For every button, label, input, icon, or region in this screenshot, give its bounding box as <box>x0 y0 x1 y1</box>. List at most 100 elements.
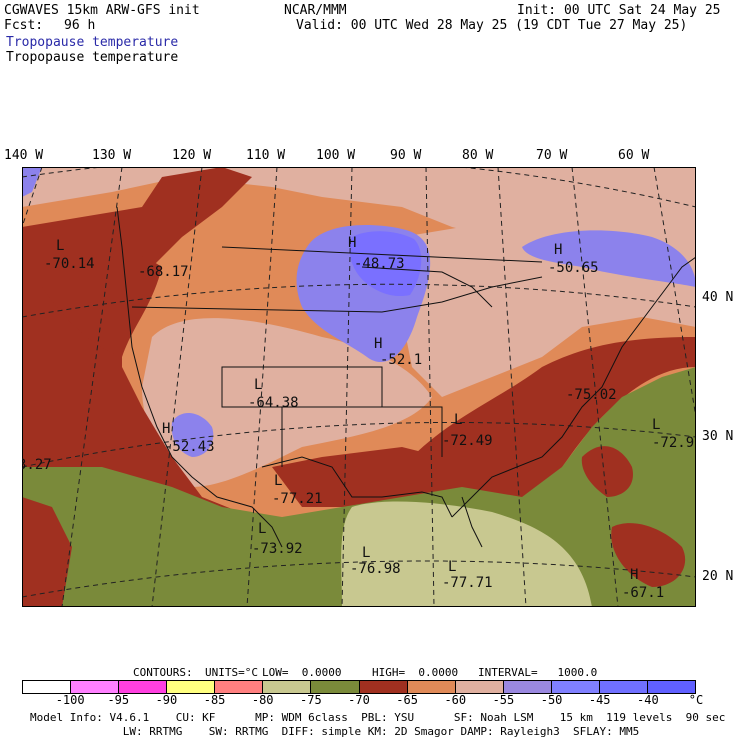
fill-red-pacnw <box>42 246 162 357</box>
map-value: -77.21 <box>272 491 323 507</box>
map-value: -67.1 <box>622 585 664 601</box>
legend-swatch <box>215 681 264 693</box>
legend-tick-label: -65 <box>396 693 418 707</box>
fill-red-gulf-coast <box>272 447 442 507</box>
lon-label-140w: 140 W <box>4 148 44 163</box>
lat-label-20n: 20 N <box>702 569 734 584</box>
lon-label-120w: 120 W <box>172 148 212 163</box>
legend-swatch <box>503 681 552 693</box>
legend-tick-label: -85 <box>203 693 226 707</box>
legend-tick-label: -75 <box>300 693 322 707</box>
map-value: 3.27 <box>22 457 52 473</box>
fill-red-pacific <box>22 497 72 607</box>
map-letter: L <box>454 412 462 428</box>
init-time: Init: 00 UTC Sat 24 May 25 <box>517 3 721 18</box>
map-letter: H <box>162 421 170 437</box>
map-letter: L <box>362 545 370 561</box>
lon-label-130w: 130 W <box>92 148 132 163</box>
legend-tick-label: °C <box>688 693 704 707</box>
map-value: -77.71 <box>442 575 493 591</box>
legend-tick-label: -80 <box>251 693 274 707</box>
fill-tan-gulf <box>341 501 592 607</box>
legend-swatch <box>71 681 120 693</box>
fill-purple-southwest <box>171 412 214 457</box>
lon-label-110w: 110 W <box>246 148 286 163</box>
color-legend <box>22 680 696 694</box>
map-letter: L <box>448 559 456 575</box>
legend-tick-label: -40 <box>637 693 659 707</box>
map-value: -52.1 <box>380 352 422 368</box>
map-letter: L <box>652 417 660 433</box>
legend-swatch <box>648 681 696 693</box>
map-letter: H <box>554 242 562 258</box>
map-value: -70.14 <box>44 256 95 272</box>
tropopause-temperature-map: L -70.14 -68.17 H -48.73 H -50.65 H -52.… <box>22 167 696 607</box>
lon-label-60w: 60 W <box>618 148 650 163</box>
field-title-blue: Tropopause temperature <box>6 35 179 50</box>
legend-tick-label: -90 <box>155 693 178 707</box>
legend-swatch <box>119 681 168 693</box>
legend-tick-label: -45 <box>588 693 611 707</box>
map-value: -73.92 <box>252 541 303 557</box>
fill-red-atlantic-1 <box>581 446 633 497</box>
legend-tick-label: -55 <box>492 693 515 707</box>
fill-pink-southwest <box>142 318 432 487</box>
map-value: -64.38 <box>248 395 299 411</box>
field-title: Tropopause temperature <box>6 50 179 65</box>
contours-high: HIGH= 0.0000 <box>372 666 459 679</box>
contours-label: CONTOURS: <box>133 666 193 679</box>
map-letter: H <box>374 336 382 352</box>
map-value: -48.73 <box>354 256 405 272</box>
map-value: -52.43 <box>164 439 215 455</box>
map-letter: L <box>258 521 266 537</box>
forecast-label: Fcst: <box>4 18 44 33</box>
map-letter: L <box>274 473 282 489</box>
legend-swatch <box>455 681 504 693</box>
map-value: -72.9 <box>652 435 694 451</box>
legend-swatch <box>551 681 600 693</box>
legend-swatch <box>311 681 360 693</box>
map-letter: L <box>254 377 262 393</box>
lon-label-90w: 90 W <box>390 148 422 163</box>
legend-swatch <box>359 681 408 693</box>
valid-time: Valid: 00 UTC Wed 28 May 25 (19 CDT Tue … <box>296 18 688 33</box>
lat-label-40n: 40 N <box>702 290 734 305</box>
map-letter: H <box>348 235 356 251</box>
legend-swatch <box>263 681 312 693</box>
legend-swatch <box>599 681 649 693</box>
coastlines <box>116 206 696 548</box>
fill-purple-northeast <box>522 230 696 287</box>
map-value: -50.65 <box>548 260 599 276</box>
map-frame <box>22 167 696 607</box>
legend-tick-label: -95 <box>107 693 130 707</box>
map-letter: H <box>630 567 638 583</box>
fill-pink-east <box>402 227 696 397</box>
lat-label-30n: 30 N <box>702 429 734 444</box>
lon-label-70w: 70 W <box>536 148 568 163</box>
graticule <box>22 167 696 607</box>
contours-units: UNITS=°C <box>205 666 258 679</box>
forecast-hours: 96 h <box>64 18 96 33</box>
lon-label-100w: 100 W <box>316 148 356 163</box>
map-letter: L <box>56 238 64 254</box>
fill-purple-corner <box>22 167 42 197</box>
fill-pink-north <box>22 167 696 307</box>
model-info-line-1: Model Info: V4.6.1 CU: KF MP: WDM 6class… <box>30 711 726 724</box>
map-value: -68.17 <box>138 264 189 280</box>
map-value: -72.49 <box>442 433 493 449</box>
legend-swatch <box>167 681 216 693</box>
fill-red-atlantic-2 <box>611 523 686 587</box>
map-value: -76.98 <box>350 561 401 577</box>
legend-tick-label: -50 <box>540 693 563 707</box>
legend-swatch <box>407 681 456 693</box>
legend-tick-label: -70 <box>348 693 370 707</box>
legend-swatch <box>23 681 72 693</box>
contours-low: LOW= 0.0000 <box>262 666 342 679</box>
fill-red-southeast <box>412 337 696 507</box>
map-value: -75.02 <box>566 387 617 403</box>
lon-label-80w: 80 W <box>462 148 494 163</box>
organization-label: NCAR/MMM <box>284 3 347 18</box>
fill-blue-upper-midwest <box>349 231 422 297</box>
model-title: CGWAVES 15km ARW-GFS init <box>4 3 200 18</box>
contours-interval: INTERVAL= 1000.0 <box>478 666 598 679</box>
